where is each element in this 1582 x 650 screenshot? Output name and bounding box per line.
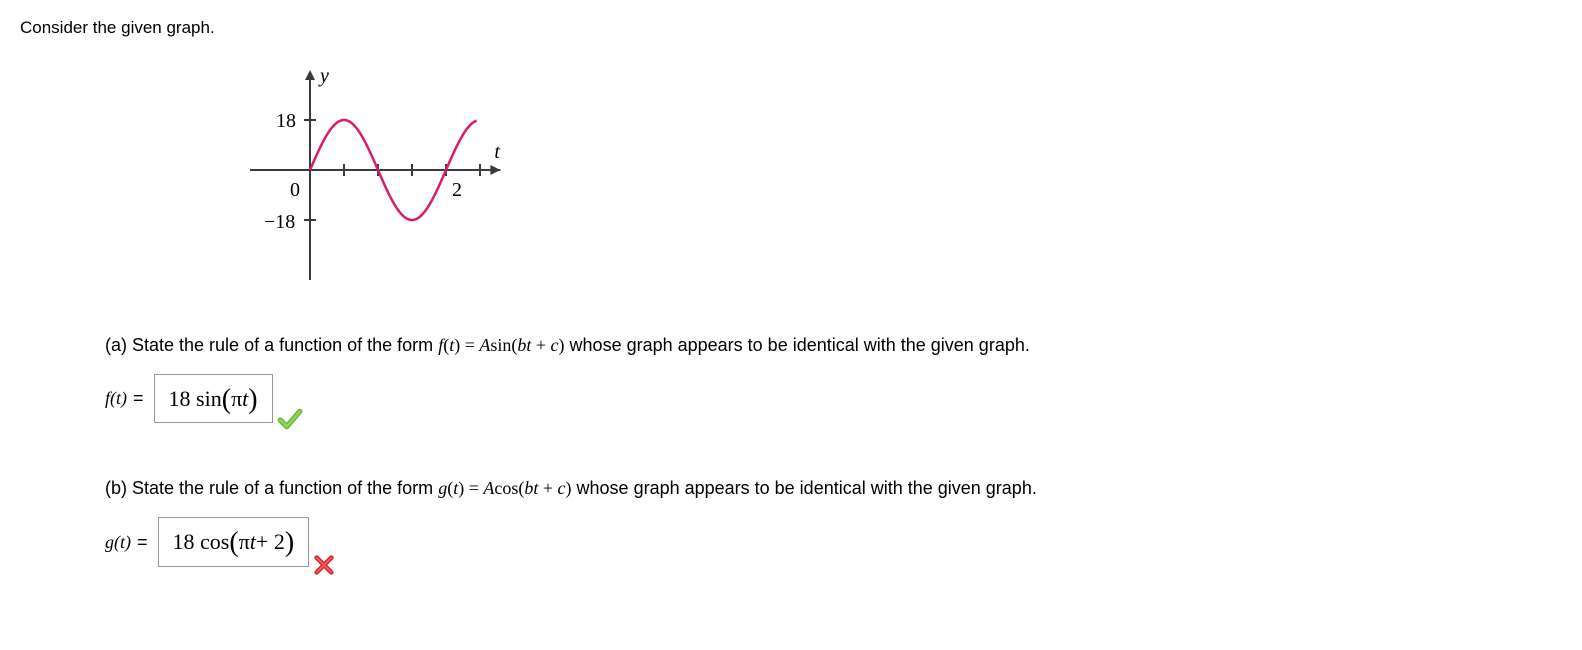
part-b-func: cos: [200, 528, 229, 557]
incorrect-icon: [313, 554, 335, 581]
graph-figure: 18 −18 0 2 y t: [200, 50, 1562, 305]
graph-svg: 18 −18 0 2 y t: [200, 50, 660, 300]
part-a-prompt-prefix: (a) State the rule of a function of the …: [105, 335, 438, 355]
part-b-form-A: A: [483, 478, 494, 498]
part-b-answer-line: g(t) = 18 cos(πt + 2): [105, 517, 1562, 566]
part-a-coeff: 18: [169, 385, 191, 414]
part-b-form-paren2: ) =: [458, 478, 483, 498]
equals-sign-b: =: [137, 532, 148, 553]
svg-text:18: 18: [276, 110, 296, 132]
part-b-form-cos: cos(: [494, 478, 524, 498]
lparen-a: (: [222, 382, 231, 418]
rparen-b: ): [285, 525, 294, 561]
part-b-prompt-suffix: whose graph appears to be identical with…: [572, 478, 1037, 498]
part-a-inner-pi: π: [231, 385, 242, 414]
instruction-text: Consider the given graph.: [20, 18, 1562, 38]
part-b-coeff: 18: [173, 528, 195, 557]
part-b-prompt-prefix: (b) State the rule of a function of the …: [105, 478, 438, 498]
part-b-form-g: g: [438, 478, 447, 498]
part-a: (a) State the rule of a function of the …: [105, 335, 1562, 423]
part-b-answer-box[interactable]: 18 cos(πt + 2): [158, 517, 310, 566]
svg-text:2: 2: [452, 179, 462, 201]
part-a-form-paren2: ) =: [454, 335, 479, 355]
part-a-form-plus: +: [531, 335, 550, 355]
part-a-answer-line: f(t) = 18 sin(πt): [105, 374, 1562, 423]
rparen-a: ): [248, 382, 257, 418]
svg-text:0: 0: [290, 179, 300, 201]
part-a-form-A: A: [479, 335, 490, 355]
part-b-inner-rest: + 2: [256, 528, 285, 557]
part-b-inner-pi: π: [239, 528, 250, 557]
svg-text:t: t: [494, 141, 500, 163]
part-a-answer-box[interactable]: 18 sin(πt): [154, 374, 273, 423]
part-b-form-plus: +: [538, 478, 557, 498]
lparen-b: (: [229, 525, 238, 561]
svg-text:−18: −18: [264, 211, 295, 233]
part-a-form-bt: bt: [517, 335, 531, 355]
part-a-fn-label: f(t): [105, 388, 127, 409]
part-b: (b) State the rule of a function of the …: [105, 478, 1562, 566]
part-b-form-c: c: [558, 478, 566, 498]
part-a-prompt: (a) State the rule of a function of the …: [105, 335, 1562, 356]
equals-sign-a: =: [133, 388, 144, 409]
part-a-form-sin: sin(: [490, 335, 517, 355]
svg-text:y: y: [318, 65, 329, 87]
part-a-form-c: c: [551, 335, 559, 355]
part-b-form-bt: bt: [524, 478, 538, 498]
part-a-func: sin: [196, 385, 222, 414]
part-b-fn-label: g(t): [105, 532, 131, 553]
correct-icon: [277, 406, 303, 437]
part-a-prompt-suffix: whose graph appears to be identical with…: [565, 335, 1030, 355]
part-b-prompt: (b) State the rule of a function of the …: [105, 478, 1562, 499]
